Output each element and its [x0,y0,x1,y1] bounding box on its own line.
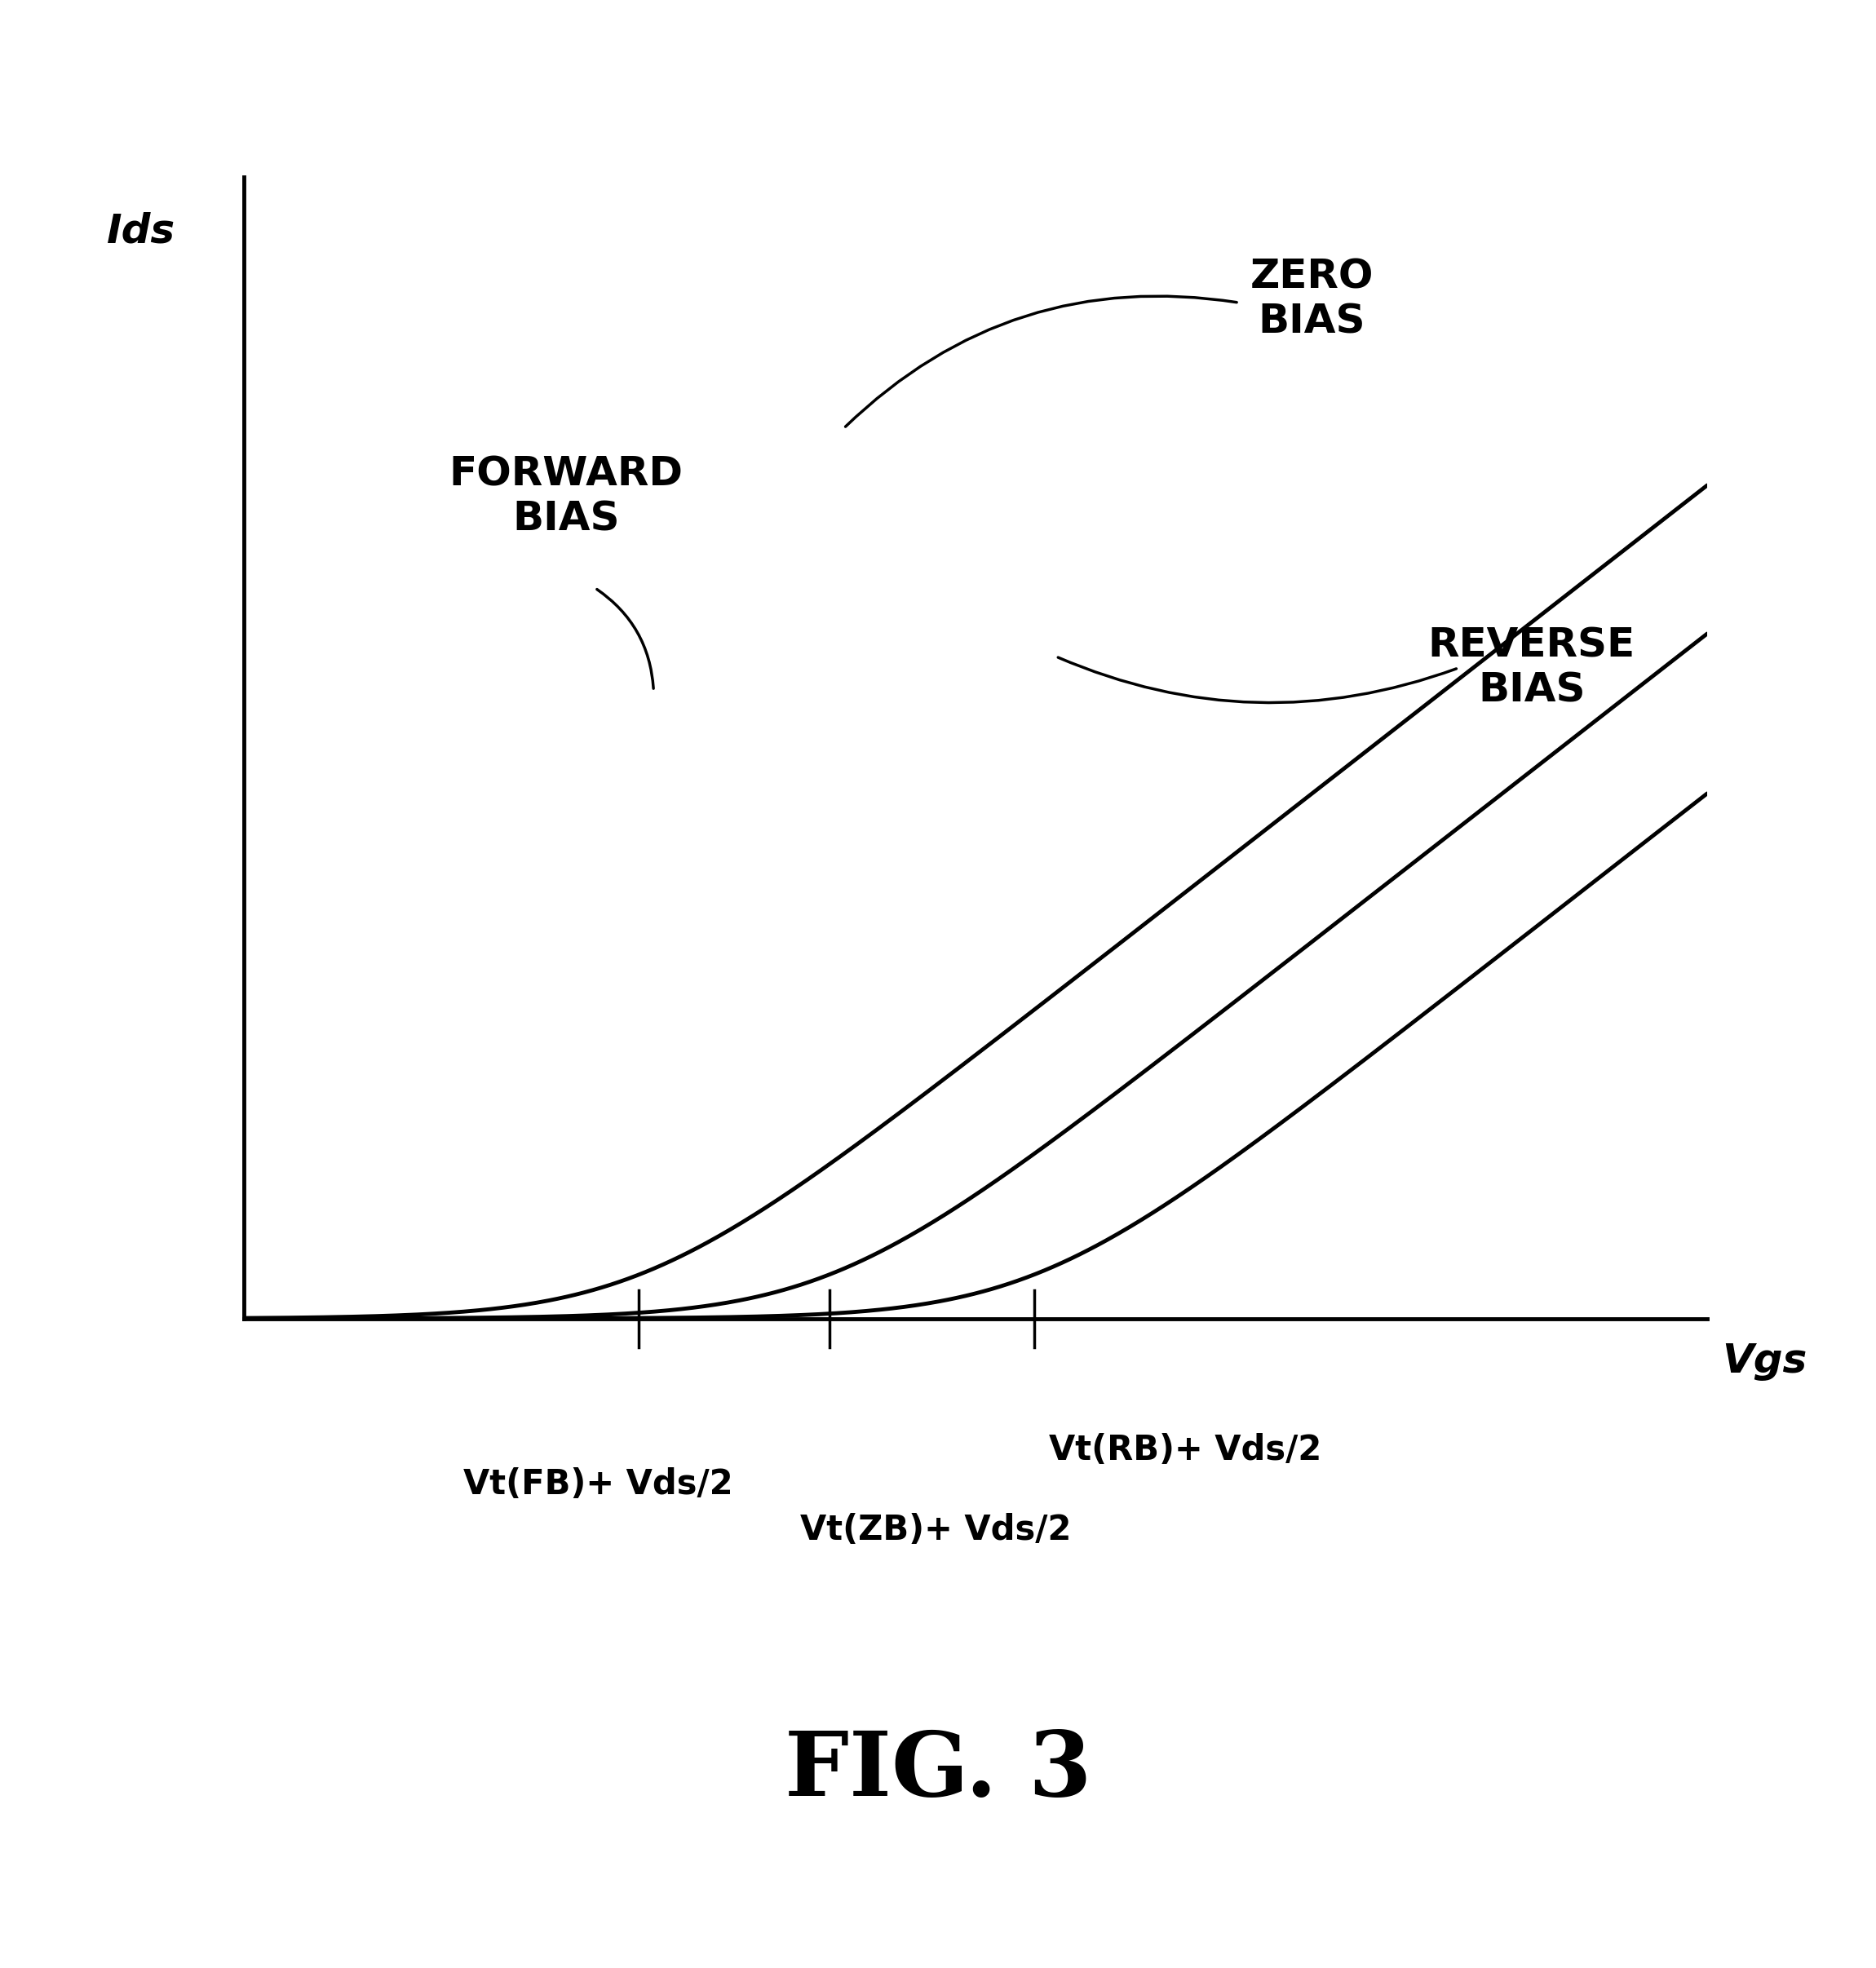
Text: FIG. 3: FIG. 3 [784,1728,1092,1814]
Text: Vt(ZB)+ Vds/2: Vt(ZB)+ Vds/2 [799,1513,1071,1547]
Text: FORWARD
BIAS: FORWARD BIAS [448,455,683,539]
Text: Ids: Ids [107,211,176,250]
Text: Vgs: Vgs [1722,1342,1807,1380]
Text: Vt(RB)+ Vds/2: Vt(RB)+ Vds/2 [1049,1433,1321,1466]
Text: ZERO
BIAS: ZERO BIAS [1249,258,1373,342]
Text: Vt(FB)+ Vds/2: Vt(FB)+ Vds/2 [463,1466,734,1502]
Text: REVERSE
BIAS: REVERSE BIAS [1428,626,1636,710]
